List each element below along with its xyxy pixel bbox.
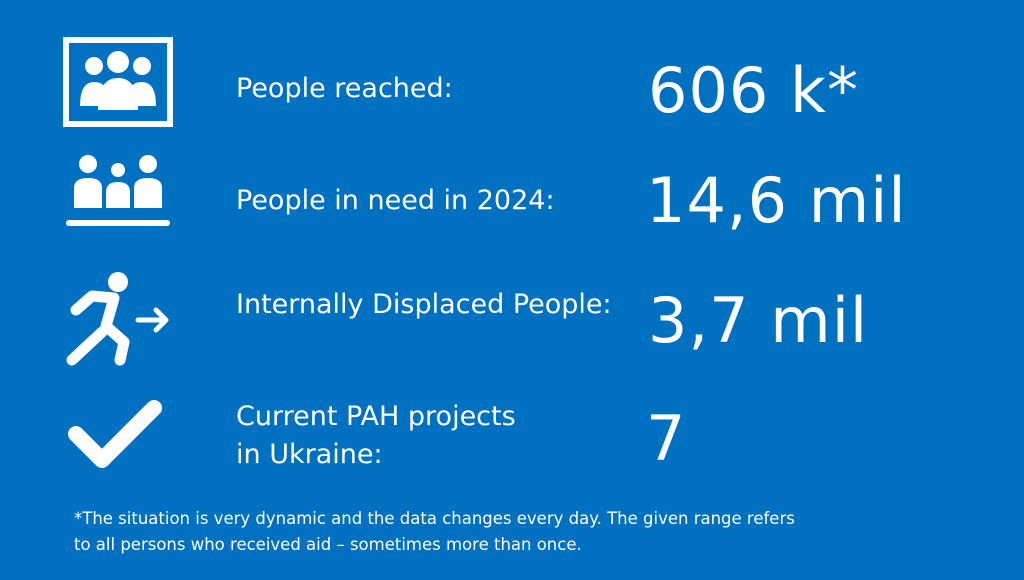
stat-value-people-reached: 606 k*: [648, 54, 859, 127]
stat-value-current-projects: 7: [646, 402, 687, 475]
running-person-arrow-icon: [66, 272, 169, 366]
footnote: *The situation is very dynamic and the d…: [74, 506, 894, 558]
stat-label-internally-displaced: Internally Displaced People:: [236, 289, 612, 320]
stat-value-people-in-need: 14,6 mil: [646, 164, 907, 237]
stat-value-internally-displaced: 3,7 mil: [648, 284, 869, 357]
checkmark-icon: [68, 400, 162, 468]
footnote-line: to all persons who received aid – someti…: [74, 535, 582, 554]
family-icon: [66, 155, 170, 226]
stat-label-people-in-need: People in need in 2024:: [236, 185, 555, 216]
stat-label-current-projects: Current PAH projects in Ukraine:: [236, 401, 516, 470]
group-frame-icon: [63, 37, 173, 127]
stat-label-people-reached: People reached:: [236, 73, 453, 104]
footnote-line: *The situation is very dynamic and the d…: [74, 509, 795, 528]
